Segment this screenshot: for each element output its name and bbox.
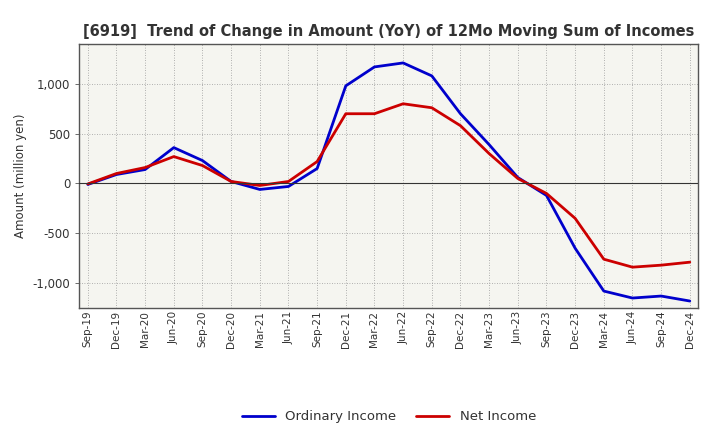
- Ordinary Income: [399, 60, 408, 66]
- Ordinary Income: [628, 295, 636, 301]
- Net Income: [485, 151, 493, 156]
- Net Income: [571, 216, 580, 221]
- Net Income: [600, 257, 608, 262]
- Net Income: [284, 179, 293, 184]
- Net Income: [685, 260, 694, 265]
- Ordinary Income: [513, 175, 522, 180]
- Net Income: [256, 183, 264, 188]
- Net Income: [399, 101, 408, 106]
- Net Income: [198, 163, 207, 168]
- Net Income: [542, 191, 551, 196]
- Ordinary Income: [542, 193, 551, 198]
- Ordinary Income: [571, 246, 580, 251]
- Ordinary Income: [657, 293, 665, 299]
- Ordinary Income: [370, 64, 379, 70]
- Ordinary Income: [485, 142, 493, 147]
- Net Income: [428, 105, 436, 110]
- Net Income: [84, 181, 92, 187]
- Net Income: [628, 264, 636, 270]
- Ordinary Income: [312, 166, 321, 171]
- Ordinary Income: [284, 184, 293, 189]
- Ordinary Income: [456, 111, 465, 116]
- Net Income: [341, 111, 350, 116]
- Ordinary Income: [198, 158, 207, 163]
- Title: [6919]  Trend of Change in Amount (YoY) of 12Mo Moving Sum of Incomes: [6919] Trend of Change in Amount (YoY) o…: [83, 24, 695, 39]
- Net Income: [370, 111, 379, 116]
- Net Income: [456, 123, 465, 128]
- Net Income: [657, 263, 665, 268]
- Net Income: [169, 154, 178, 159]
- Net Income: [112, 171, 121, 176]
- Ordinary Income: [428, 73, 436, 78]
- Line: Ordinary Income: Ordinary Income: [88, 63, 690, 301]
- Ordinary Income: [227, 179, 235, 184]
- Ordinary Income: [141, 167, 150, 172]
- Ordinary Income: [169, 145, 178, 150]
- Net Income: [312, 159, 321, 164]
- Legend: Ordinary Income, Net Income: Ordinary Income, Net Income: [236, 404, 541, 428]
- Y-axis label: Amount (million yen): Amount (million yen): [14, 114, 27, 238]
- Ordinary Income: [341, 83, 350, 88]
- Ordinary Income: [112, 172, 121, 177]
- Ordinary Income: [600, 289, 608, 294]
- Net Income: [141, 165, 150, 170]
- Line: Net Income: Net Income: [88, 104, 690, 267]
- Ordinary Income: [685, 298, 694, 304]
- Net Income: [227, 179, 235, 184]
- Ordinary Income: [256, 187, 264, 192]
- Ordinary Income: [84, 182, 92, 187]
- Net Income: [513, 176, 522, 181]
